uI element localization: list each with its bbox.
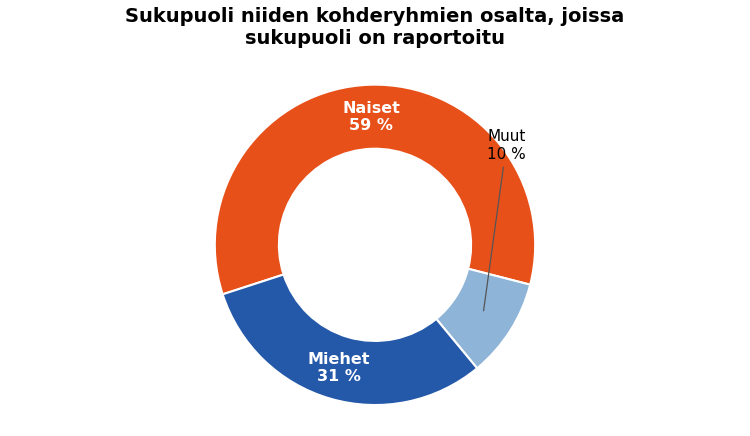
- Title: Sukupuoli niiden kohderyhmien osalta, joissa
sukupuoli on raportoitu: Sukupuoli niiden kohderyhmien osalta, jo…: [125, 7, 625, 48]
- Wedge shape: [214, 85, 536, 294]
- Text: Miehet
31 %: Miehet 31 %: [308, 352, 370, 384]
- Text: Naiset
59 %: Naiset 59 %: [342, 101, 400, 133]
- Wedge shape: [436, 269, 530, 368]
- Text: Muut
10 %: Muut 10 %: [484, 129, 526, 311]
- Wedge shape: [223, 275, 477, 405]
